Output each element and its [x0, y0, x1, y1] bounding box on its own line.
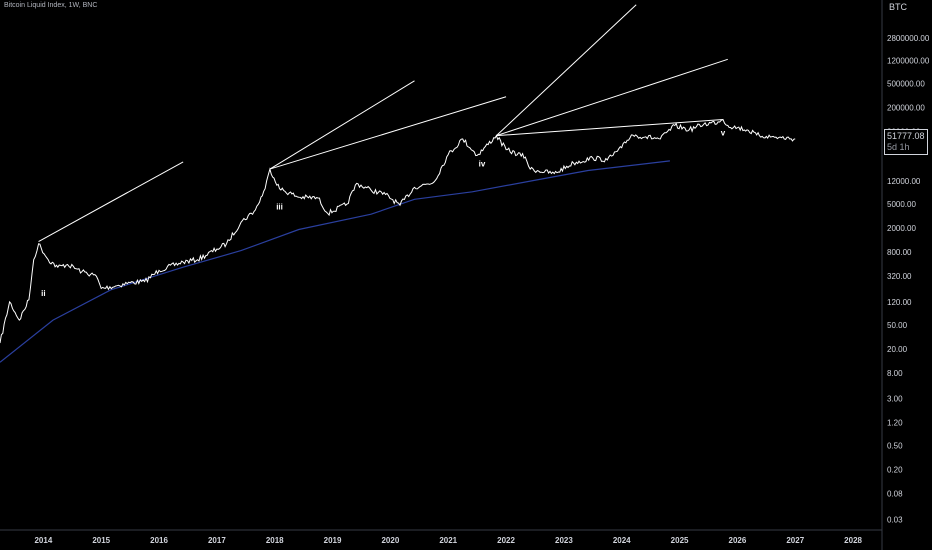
trendline [269, 96, 507, 170]
price-tick-label: 0.20 [887, 466, 903, 475]
time-tick-label: 2027 [786, 536, 804, 545]
price-tick-label: 12000.00 [887, 177, 921, 186]
wave-label: v [721, 129, 726, 138]
time-tick-label: 2023 [555, 536, 573, 545]
trendline [38, 161, 184, 242]
time-tick-label: 2017 [208, 536, 226, 545]
price-tick-label: 2800000.00 [887, 34, 930, 43]
time-tick-label: 2020 [381, 536, 399, 545]
chart-legend-title: Bitcoin Liquid Index, 1W, BNC [4, 2, 98, 9]
trendline [496, 58, 728, 137]
trendline [269, 80, 415, 170]
time-tick-label: 2018 [266, 536, 284, 545]
time-tick-label: 2026 [729, 536, 747, 545]
time-tick-label: 2016 [150, 536, 168, 545]
price-tick-label: 0.50 [887, 442, 903, 451]
price-tick-label: 1200000.00 [887, 56, 930, 65]
trendline [496, 4, 637, 137]
wave-label: ii [41, 289, 45, 298]
bar-countdown: 5d 1h [887, 142, 910, 152]
time-tick-label: 2025 [671, 536, 689, 545]
support-curve-line [0, 160, 670, 363]
time-tick-label: 2021 [439, 536, 457, 545]
price-tick-label: 500000.00 [887, 79, 925, 88]
time-tick-label: 2014 [34, 536, 52, 545]
last-price-value: 51777.08 [887, 131, 925, 141]
trendline [496, 118, 723, 137]
wave-label: iii [276, 202, 283, 211]
price-tick-label: 50.00 [887, 321, 908, 330]
price-tick-label: 1.20 [887, 419, 903, 428]
price-tick-label: 3.00 [887, 395, 903, 404]
price-tick-label: 200000.00 [887, 103, 925, 112]
last-price-label: 51777.08 5d 1h [884, 129, 928, 155]
price-tick-label: 0.03 [887, 515, 903, 524]
price-tick-label: 0.08 [887, 490, 903, 499]
price-series-line [0, 118, 796, 344]
time-tick-label: 2028 [844, 536, 862, 545]
time-tick-label: 2019 [324, 536, 342, 545]
price-tick-label: 8.00 [887, 369, 903, 378]
price-tick-label: 5000.00 [887, 200, 916, 209]
price-tick-label: 320.00 [887, 272, 912, 281]
price-tick-label: 20.00 [887, 345, 908, 354]
wave-label: iv [479, 159, 486, 168]
price-tick-label: 2000.00 [887, 224, 916, 233]
price-scale-currency[interactable]: BTC [889, 2, 907, 12]
price-tick-label: 800.00 [887, 248, 912, 257]
time-tick-label: 2022 [497, 536, 515, 545]
time-tick-label: 2015 [92, 536, 110, 545]
time-tick-label: 2024 [613, 536, 631, 545]
price-tick-label: 120.00 [887, 298, 912, 307]
